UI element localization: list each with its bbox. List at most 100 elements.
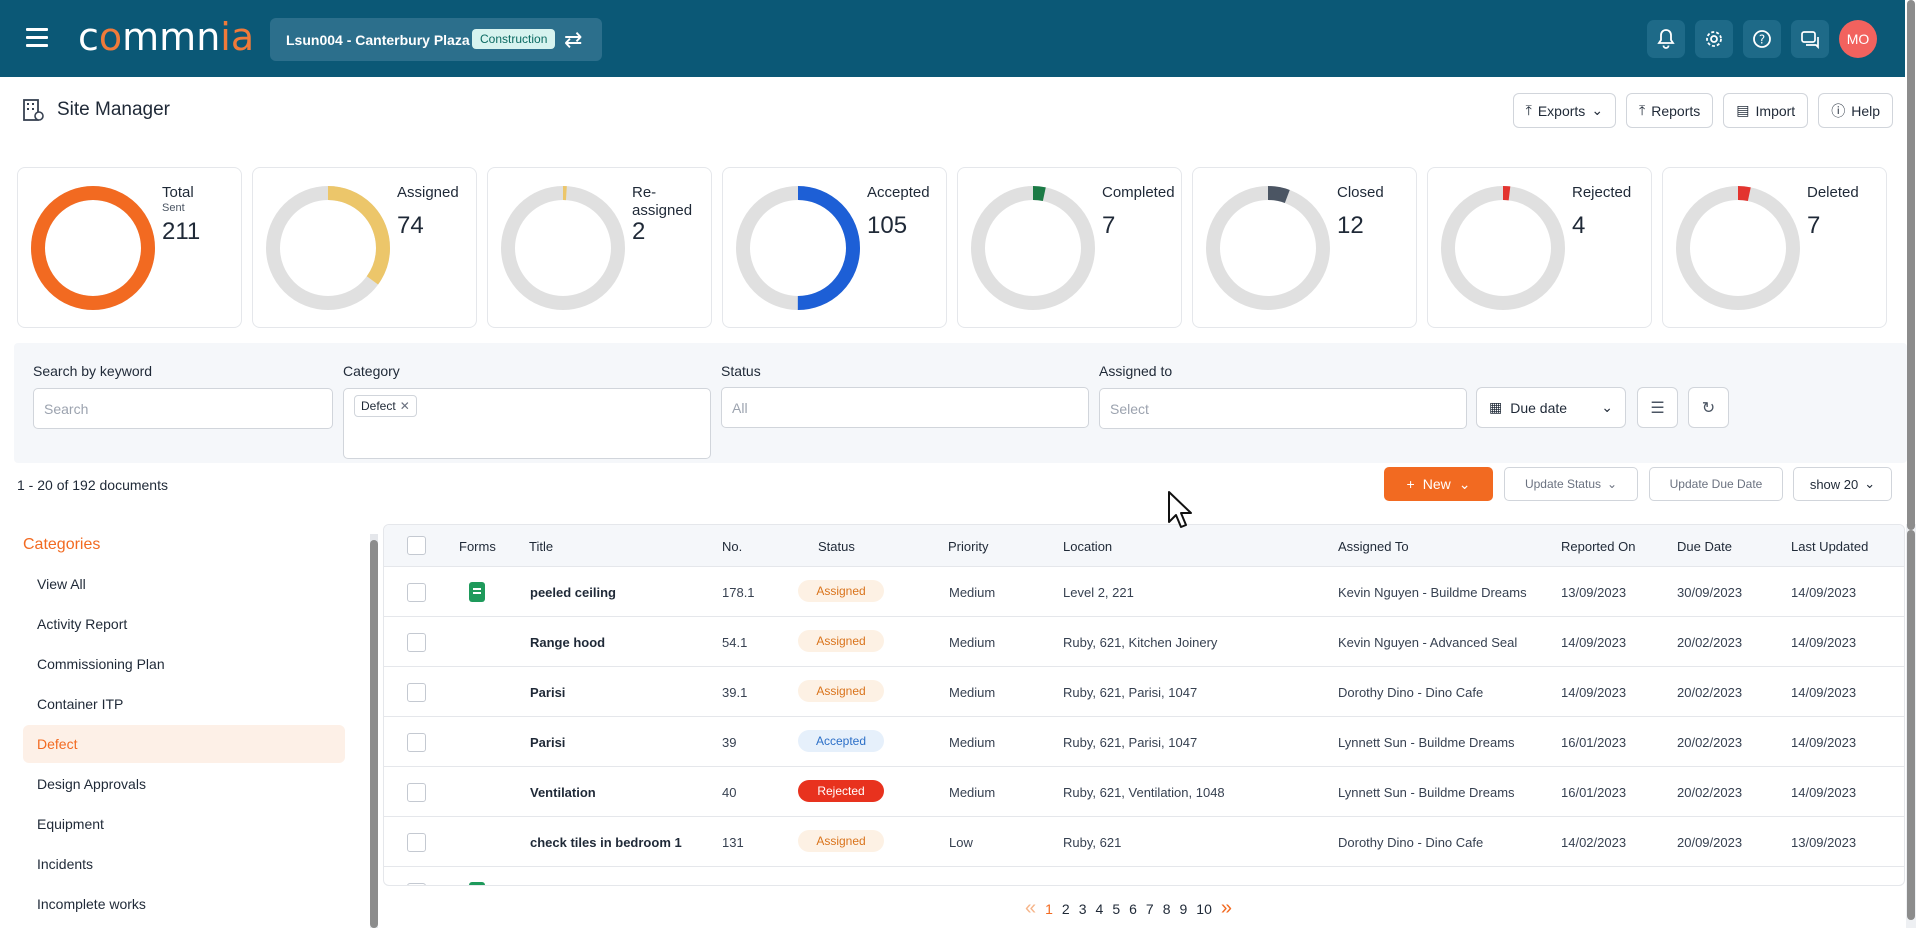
update-due-date-button[interactable]: Update Due Date [1649,467,1783,501]
status-placeholder: All [732,399,748,416]
row-title[interactable]: Range hood [530,635,606,650]
refresh-button[interactable]: ↻ [1688,387,1729,428]
col-forms[interactable]: Forms [459,539,496,554]
page-6-button[interactable]: 6 [1129,900,1137,917]
reports-button[interactable]: ⤒ Reports [1626,93,1714,128]
stat-card-closed[interactable]: Closed 12 [1192,167,1417,328]
col-due-date[interactable]: Due Date [1677,539,1732,554]
row-title[interactable]: check tiles in bedroom 1 [530,835,682,850]
stat-card-assigned[interactable]: Assigned 74 [252,167,477,328]
logo[interactable]: commnia [78,15,255,59]
page-3-button[interactable]: 3 [1078,900,1087,917]
page-1-button[interactable]: 1 [1045,900,1053,917]
exports-button[interactable]: ⤒ Exports ⌄ [1512,93,1617,128]
project-selector[interactable]: Lsun004 - Canterbury Plaza Construction … [270,18,602,61]
avatar[interactable]: MO [1839,20,1877,58]
stat-label: Rejected [1572,184,1632,201]
gear-icon[interactable] [1695,20,1733,58]
col-assigned-to[interactable]: Assigned To [1338,539,1409,554]
update-due-date-label: Update Due Date [1669,477,1763,491]
col-reported-on[interactable]: Reported On [1561,539,1636,554]
row-title[interactable]: Ventilation [530,785,596,800]
row-checkbox[interactable] [407,633,426,652]
col-no[interactable]: No. [722,539,743,554]
due-date-button[interactable]: ▦ Due date ⌄ [1476,387,1626,428]
table-scrollbar[interactable] [1907,530,1915,920]
filter-settings-button[interactable]: ☰ [1637,387,1678,428]
page-scrollbar[interactable] [1907,0,1915,530]
form-icon[interactable] [469,582,485,602]
page-9-button[interactable]: 9 [1179,900,1188,917]
stat-card-completed[interactable]: Completed 7 [957,167,1182,328]
sidebar-item-defect[interactable]: Defect [23,725,345,763]
select-all-checkbox[interactable] [407,536,426,555]
stat-count: 7 [1807,212,1821,239]
row-title[interactable]: Parisi [530,735,566,750]
col-location[interactable]: Location [1063,539,1113,554]
table-row[interactable]: peeled ceiling 178.1 Assigned Medium Level 2… [384,567,1904,617]
page-7-button[interactable]: 7 [1145,900,1154,917]
stat-card-rejected[interactable]: Rejected 4 [1427,167,1652,328]
search-input[interactable]: Search [33,388,333,429]
page-4-button[interactable]: 4 [1095,900,1104,917]
row-checkbox[interactable] [407,683,426,702]
table-row[interactable]: Parisi 39 Accepted Medium Ruby, 621, Parisi,… [384,717,1904,767]
col-priority[interactable]: Priority [948,539,989,554]
help-button[interactable]: ⓘ Help [1818,93,1893,128]
stat-card-total[interactable]: Total Sent 211 [17,167,242,328]
stat-card-deleted[interactable]: Deleted 7 [1662,167,1887,328]
close-icon[interactable]: ✕ [399,399,410,413]
sidebar-item-incomplete-works[interactable]: Incomplete works [37,896,146,912]
sidebar-item-commissioning-plan[interactable]: Commissioning Plan [37,656,165,672]
stat-card-accepted[interactable]: Accepted 105 [722,167,947,328]
row-assigned-to: Kevin Nguyen - Buildme Dreams [1338,585,1527,600]
sidebar-item-equipment[interactable]: Equipment [37,816,104,832]
col-title[interactable]: Title [529,539,554,554]
table-row[interactable]: Ventilation 40 Rejected Medium Ruby, 621, Ve… [384,767,1904,817]
page-10-button[interactable]: 10 [1196,900,1212,917]
sidebar-item-design-approvals[interactable]: Design Approvals [37,776,146,792]
menu-icon[interactable] [26,28,48,48]
table-row-partial[interactable] [384,867,1904,885]
col-status[interactable]: Status [818,539,855,554]
swap-icon: ⇄ [564,27,583,52]
stat-card-re-assigned[interactable]: Re-assigned 2 [487,167,712,328]
row-checkbox[interactable] [407,783,426,802]
sidebar-item-view-all[interactable]: View All [37,576,86,592]
category-chip: Defect ✕ [354,395,417,417]
table-row[interactable]: Parisi 39.1 Assigned Medium Ruby, 621, Paris… [384,667,1904,717]
row-title[interactable]: Parisi [530,685,566,700]
table-row[interactable]: check tiles in bedroom 1 131 Assigned Low Ru… [384,817,1904,867]
row-checkbox[interactable] [407,883,426,885]
page-5-button[interactable]: 5 [1112,900,1121,917]
row-number: 39 [722,735,737,750]
row-title[interactable]: peeled ceiling [530,585,616,600]
page-2-button[interactable]: 2 [1061,900,1070,917]
sidebar-scrollbar[interactable] [370,540,378,928]
category-select[interactable]: Defect ✕ [343,388,711,459]
new-button[interactable]: + New ⌄ [1384,467,1493,501]
assigned-select[interactable]: Select [1099,388,1467,429]
status-select[interactable]: All [721,387,1089,428]
page-size-select[interactable]: show 20 ⌄ [1793,467,1892,501]
sidebar-item-container-itp[interactable]: Container ITP [37,696,124,712]
prev-page-button[interactable]: « [1025,897,1037,919]
import-button[interactable]: ▤ Import [1723,93,1809,128]
stat-label: Total Sent [162,184,238,215]
row-checkbox[interactable] [407,733,426,752]
row-reported-on: 14/09/2023 [1561,685,1627,700]
bell-icon[interactable] [1647,20,1685,58]
table-row[interactable]: Range hood 54.1 Assigned Medium Ruby, 621, K… [384,617,1904,667]
page-8-button[interactable]: 8 [1162,900,1171,917]
col-last-updated[interactable]: Last Updated [1791,539,1869,554]
sidebar-item-activity-report[interactable]: Activity Report [37,616,128,632]
exports-label: Exports [1537,102,1586,119]
form-icon[interactable] [469,882,485,885]
chat-icon[interactable] [1791,20,1829,58]
row-checkbox[interactable] [407,583,426,602]
sidebar-item-incidents[interactable]: Incidents [37,856,94,872]
update-status-button[interactable]: Update Status ⌄ [1504,467,1638,501]
help-icon[interactable]: ? [1743,20,1781,58]
next-page-button[interactable]: » [1220,897,1232,919]
row-checkbox[interactable] [407,833,426,852]
